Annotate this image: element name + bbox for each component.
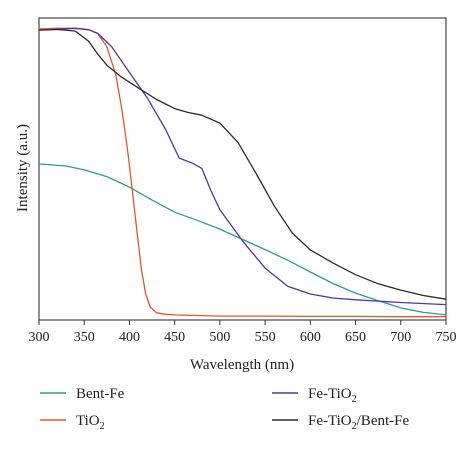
x-axis-title: Wavelength (nm) (190, 357, 294, 373)
legend-label: TiO2 (76, 413, 105, 432)
x-tick-label: 500 (209, 330, 230, 345)
series-line-fe-tio2 (38, 27, 447, 306)
series-line-tio2 (38, 27, 447, 318)
legend-item: Bent-Fe (40, 386, 125, 402)
legend-label: Fe-TiO2/Bent-Fe (308, 413, 409, 432)
legend-item: TiO2 (40, 413, 105, 432)
series-line-bent-fe (38, 163, 447, 316)
x-tick-label: 700 (390, 330, 411, 345)
legend-label: Fe-TiO2 (308, 386, 357, 405)
series-layer (38, 27, 447, 318)
x-tick-label: 600 (300, 330, 321, 345)
x-tick-label: 300 (29, 330, 50, 345)
x-tick-label: 650 (345, 330, 366, 345)
y-axis-title: Intensity (a.u.) (15, 124, 31, 212)
legend-item: Fe-TiO2 (272, 386, 357, 405)
legend: Bent-Fe Fe-TiO2 TiO2 Fe-TiO2/Bent-Fe (40, 386, 409, 432)
x-tick-label: 750 (436, 330, 457, 345)
legend-label: Bent-Fe (76, 386, 125, 402)
x-tick-label: 550 (255, 330, 276, 345)
axis-layer: 300 350 400 450 500 550 600 650 700 750 (29, 320, 457, 345)
plot-area (38, 17, 447, 321)
x-tick-label: 450 (164, 330, 185, 345)
x-tick-label: 350 (74, 330, 95, 345)
legend-item: Fe-TiO2/Bent-Fe (272, 413, 409, 432)
series-line-fe-tio2-bent-fe (38, 28, 447, 300)
plot-frame (38, 17, 447, 321)
x-tick-label: 400 (119, 330, 140, 345)
